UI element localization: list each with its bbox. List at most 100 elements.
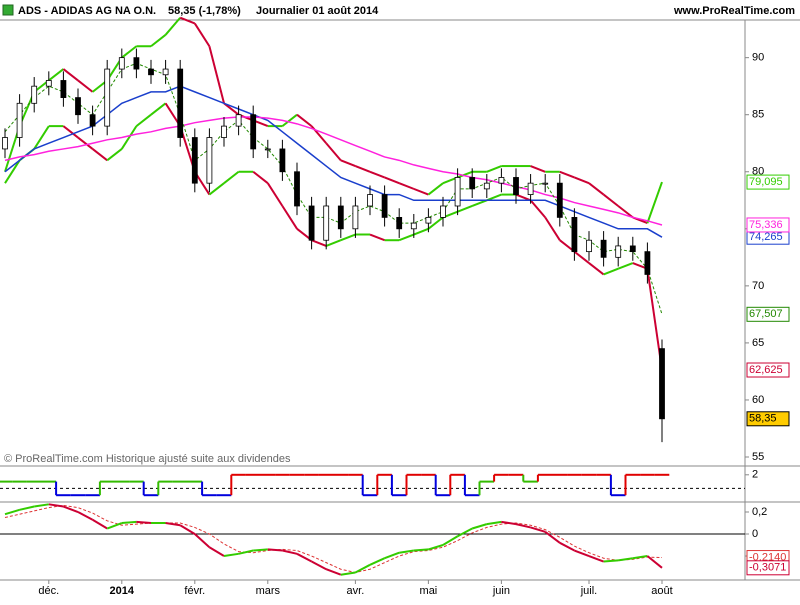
candle-body bbox=[235, 114, 242, 127]
line-segment bbox=[179, 16, 196, 25]
line-segment bbox=[48, 68, 65, 82]
x-tick-label: mai bbox=[420, 585, 438, 597]
candle-body bbox=[118, 57, 125, 70]
line bbox=[4, 62, 663, 315]
value-label: -0,3071 bbox=[749, 562, 786, 574]
line-segment bbox=[193, 22, 211, 47]
line-segment bbox=[588, 262, 605, 276]
value-box bbox=[746, 174, 790, 190]
line-segment bbox=[632, 555, 648, 560]
line-segment bbox=[296, 552, 313, 563]
line-segment bbox=[208, 45, 225, 104]
line-segment bbox=[501, 520, 517, 526]
y-tick-label: 90 bbox=[752, 52, 764, 64]
line-segment bbox=[208, 546, 225, 557]
candle-body bbox=[148, 68, 154, 76]
line-segment bbox=[413, 548, 429, 552]
line-segment bbox=[281, 113, 298, 127]
line bbox=[4, 85, 663, 238]
line-segment bbox=[48, 503, 64, 508]
line-segment bbox=[399, 549, 414, 554]
line-segment bbox=[574, 176, 590, 185]
line-segment bbox=[150, 102, 167, 116]
line-segment bbox=[325, 142, 342, 161]
line-segment bbox=[252, 170, 269, 184]
line-segment bbox=[646, 181, 663, 224]
candle-body bbox=[191, 137, 198, 184]
x-tick-label: févr. bbox=[184, 585, 205, 597]
line-segment bbox=[588, 182, 605, 196]
line-segment bbox=[588, 555, 604, 563]
candle-body bbox=[264, 148, 271, 151]
line-segment bbox=[544, 216, 561, 241]
line-segment bbox=[179, 524, 196, 535]
line-segment bbox=[369, 557, 386, 566]
line-segment bbox=[457, 170, 473, 179]
candle-body bbox=[586, 239, 592, 253]
candle-body bbox=[279, 148, 286, 173]
line-segment bbox=[529, 199, 546, 219]
line-segment bbox=[34, 503, 49, 508]
candle-body bbox=[425, 216, 432, 224]
value-label: 79,095 bbox=[749, 176, 783, 188]
line-segment bbox=[617, 205, 634, 219]
line-segment bbox=[617, 262, 634, 270]
y-tick-label: 55 bbox=[752, 451, 764, 463]
line-segment bbox=[77, 136, 94, 150]
line-segment bbox=[121, 520, 137, 525]
line-segment bbox=[384, 176, 400, 185]
y-tick-label: 0 bbox=[752, 528, 758, 540]
candle-body bbox=[600, 239, 607, 258]
x-tick-label: juil. bbox=[580, 585, 598, 597]
line-segment bbox=[120, 125, 138, 150]
line-segment bbox=[4, 159, 21, 184]
line-segment bbox=[384, 551, 400, 560]
candle-body bbox=[556, 182, 563, 218]
candle-body bbox=[250, 114, 257, 150]
line-segment bbox=[486, 520, 502, 526]
line-segment bbox=[515, 523, 531, 529]
line-segment bbox=[325, 239, 342, 247]
line-segment bbox=[530, 165, 546, 173]
line-segment bbox=[150, 34, 167, 48]
line-segment bbox=[208, 182, 225, 196]
x-tick-label: avr. bbox=[347, 585, 365, 597]
line-segment bbox=[369, 233, 385, 242]
line-segment bbox=[325, 568, 342, 576]
line-segment bbox=[267, 548, 283, 552]
line-segment bbox=[238, 549, 254, 555]
value-label: 62,625 bbox=[749, 364, 783, 376]
value-box bbox=[746, 362, 790, 378]
line-segment bbox=[194, 533, 211, 548]
period: Journalier 01 août 2014 bbox=[256, 5, 379, 17]
candle-body bbox=[381, 194, 388, 218]
candle-body bbox=[323, 205, 330, 241]
line-segment bbox=[530, 526, 546, 533]
line-segment bbox=[559, 170, 575, 179]
candle-body bbox=[367, 194, 373, 207]
line-segment bbox=[602, 193, 619, 207]
line-segment bbox=[91, 148, 108, 162]
line-segment bbox=[427, 216, 444, 230]
line-segment bbox=[515, 193, 531, 202]
line-segment bbox=[223, 170, 240, 184]
y-tick-label: 70 bbox=[752, 280, 764, 292]
note: © ProRealTime.com Historique ajusté suit… bbox=[4, 453, 291, 465]
candle-body bbox=[45, 80, 52, 87]
line-segment bbox=[77, 511, 94, 521]
line-segment bbox=[471, 523, 488, 530]
line-segment bbox=[164, 17, 181, 36]
candle-body bbox=[162, 68, 169, 76]
line-segment bbox=[486, 193, 502, 202]
candle-body bbox=[294, 171, 300, 207]
candle-body bbox=[410, 222, 417, 230]
candle-body bbox=[31, 85, 38, 104]
candle-body bbox=[221, 125, 227, 138]
line-segment bbox=[340, 233, 356, 242]
line-segment bbox=[574, 549, 590, 557]
x-tick-label: déc. bbox=[38, 585, 59, 597]
line-segment bbox=[136, 520, 152, 525]
line-segment bbox=[413, 187, 429, 196]
line-segment bbox=[398, 233, 415, 242]
